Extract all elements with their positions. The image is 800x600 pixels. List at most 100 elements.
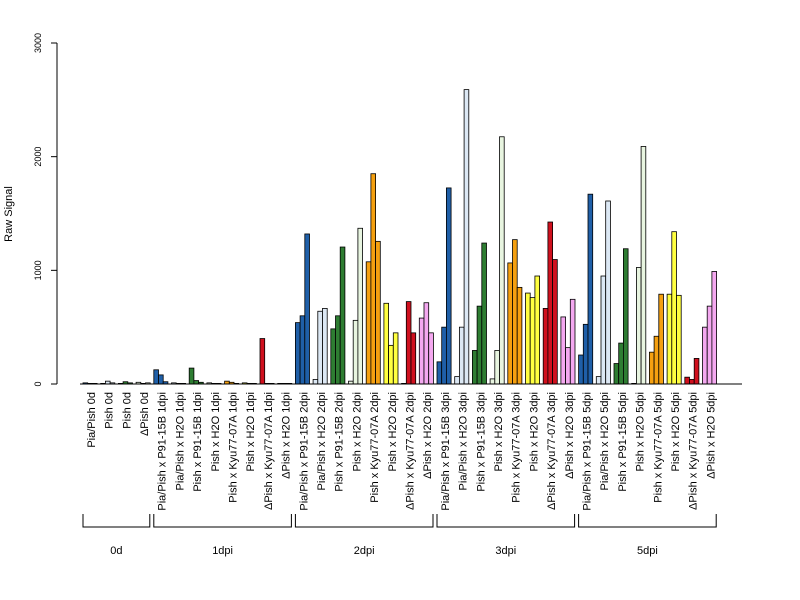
category-label: Pish x H2O 2dpi <box>351 392 363 471</box>
bar <box>481 242 487 385</box>
category-label: Pia/Pish x P91-15B 3dpi <box>440 392 452 511</box>
bar <box>383 302 389 385</box>
bar <box>494 350 500 385</box>
bar <box>339 246 346 385</box>
bar <box>158 374 164 385</box>
bar <box>623 248 629 385</box>
bar <box>693 358 700 385</box>
category-label: Pish x H2O 1dpi <box>210 392 222 471</box>
category-label: Pia/Pish x H2O 5dpi <box>599 392 611 490</box>
category-label: Pish x H2O 3dpi <box>493 392 505 471</box>
bar <box>706 305 713 385</box>
bar <box>578 354 584 385</box>
category-label: Pia/Pish x H2O 2dpi <box>316 392 328 490</box>
bar <box>499 136 505 385</box>
bar <box>711 271 718 385</box>
category-label: ΔPish x Kyu77-07A 1dpi <box>263 392 275 510</box>
bar <box>671 231 677 385</box>
category-label: Pish x H2O 5dpi <box>670 392 682 471</box>
group-label: 0d <box>110 545 122 557</box>
bar <box>676 294 682 385</box>
bar <box>428 332 434 385</box>
group-brackets: 0d 1dpi 2dpi 3dpi 5dpi <box>82 514 717 557</box>
bar <box>582 323 589 385</box>
bar <box>410 332 417 385</box>
category-label: Pish x H2O 2dpi <box>387 392 399 471</box>
bars-layer <box>82 89 718 385</box>
y-axis-title: Raw Signal <box>3 186 15 242</box>
y-tick-label: 0 <box>33 381 43 386</box>
bar <box>516 286 523 385</box>
bar <box>569 298 576 385</box>
bar <box>445 187 452 385</box>
category-label: Pish x Kyu77-07A 3dpi <box>511 392 523 503</box>
bar <box>294 322 301 385</box>
bar <box>600 275 607 385</box>
category-label: Pia/Pish x P91-15B 2dpi <box>298 392 310 511</box>
category-label: Pish x P91-15B 3dpi <box>475 392 487 492</box>
category-label: Pia/Pish x P91-15B 1dpi <box>157 392 169 511</box>
bar <box>299 315 306 385</box>
bar <box>188 367 195 385</box>
category-label: Pish x P91-15B 5dpi <box>617 392 629 492</box>
bar <box>560 316 567 385</box>
bar <box>489 378 496 385</box>
bar <box>595 376 602 385</box>
group-label: 1dpi <box>212 545 233 557</box>
category-label: Pia/Pish x H2O 3dpi <box>458 392 470 490</box>
bar <box>605 200 611 385</box>
bar <box>552 259 558 385</box>
category-label: Pish 0d <box>121 392 133 429</box>
bar <box>335 315 341 385</box>
category-label: Pish 0d <box>104 392 116 429</box>
bar <box>658 293 664 385</box>
bar <box>666 293 673 385</box>
category-label: Pish x Kyu77-07A 1dpi <box>227 392 239 503</box>
bar <box>317 310 323 385</box>
bar <box>330 328 336 385</box>
bar <box>454 376 460 385</box>
group-label: 2dpi <box>354 545 375 557</box>
bar <box>534 275 541 385</box>
group-label: 3dpi <box>495 545 516 557</box>
y-tick-label: 1000 <box>33 260 43 280</box>
bar <box>689 379 695 385</box>
y-tick-label: 2000 <box>33 147 43 167</box>
bar <box>565 347 571 385</box>
bar <box>618 342 624 385</box>
bar <box>405 301 412 385</box>
bar <box>636 267 642 385</box>
bar <box>441 326 447 385</box>
bar <box>259 338 266 385</box>
category-label: Pish x H2O 1dpi <box>245 392 257 471</box>
category-label: Pia/Pish 0d <box>86 392 98 448</box>
category-label: ΔPish x H2O 1dpi <box>281 392 293 479</box>
bar <box>702 326 708 385</box>
bar <box>471 350 478 385</box>
bar <box>375 240 381 385</box>
category-label: Pish x H2O 5dpi <box>635 392 647 471</box>
category-labels: Pia/Pish 0d Pish 0d Pish 0d ΔPish 0d Pia/Pis… <box>86 392 717 511</box>
bar <box>542 308 549 385</box>
category-label: Pish x Kyu77-07A 2dpi <box>369 392 381 503</box>
bar <box>547 221 554 385</box>
bar <box>476 305 483 385</box>
bar <box>463 89 470 385</box>
category-label: ΔPish x H2O 5dpi <box>705 392 717 479</box>
group-bracket <box>153 514 292 528</box>
category-label: Pish x P91-15B 2dpi <box>334 392 346 492</box>
bar <box>529 297 536 385</box>
bar <box>153 369 159 385</box>
group-bracket <box>578 514 717 528</box>
bar <box>684 376 690 385</box>
category-label: ΔPish x Kyu77-07A 3dpi <box>546 392 558 510</box>
group-label: 5dpi <box>637 545 658 557</box>
y-tick-label: 3000 <box>33 33 43 53</box>
bar <box>312 379 319 385</box>
category-label: Pia/Pish x H2O 1dpi <box>174 392 186 490</box>
bar <box>512 239 518 385</box>
bar <box>640 146 647 385</box>
bar <box>587 193 594 385</box>
category-label: ΔPish x H2O 3dpi <box>564 392 576 479</box>
